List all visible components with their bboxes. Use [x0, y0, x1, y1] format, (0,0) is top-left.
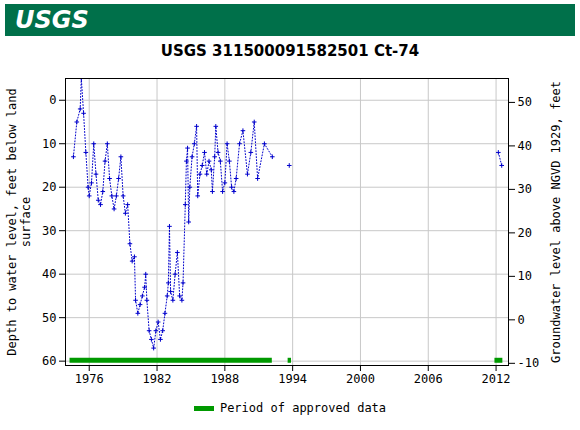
svg-text:50: 50 — [42, 311, 56, 325]
html-text:Groundwater level above NGVD 1: Groundwater level above NGVD 1929, feet — [548, 80, 562, 363]
html-text:Depth to water level, feet bel: Depth to water level, feet below land su… — [4, 87, 32, 356]
svg-text:1988: 1988 — [210, 372, 239, 386]
html-text:USGS 311500091582501 Ct-74: USGS 311500091582501 Ct-74 — [160, 42, 420, 60]
svg-text:-10: -10 — [518, 356, 540, 370]
svg-text:40: 40 — [42, 267, 56, 281]
svg-text:1976: 1976 — [75, 372, 104, 386]
svg-text:0: 0 — [49, 93, 56, 107]
svg-text:60: 60 — [42, 354, 56, 368]
svg-text:20: 20 — [518, 226, 532, 240]
svg-text:40: 40 — [518, 139, 532, 153]
svg-text:2012: 2012 — [482, 372, 511, 386]
svg-text:50: 50 — [518, 95, 532, 109]
svg-text:10: 10 — [518, 269, 532, 283]
svg-text:30: 30 — [42, 224, 56, 238]
html-text:USGS: USGS — [15, 6, 89, 34]
svg-text:10: 10 — [42, 137, 56, 151]
svg-text:30: 30 — [518, 182, 532, 196]
svg-text:1994: 1994 — [278, 372, 307, 386]
svg-text:1982: 1982 — [143, 372, 172, 386]
html-text:Period of approved data: Period of approved data — [219, 401, 387, 415]
svg-text:20: 20 — [42, 180, 56, 194]
svg-text:0: 0 — [518, 313, 525, 327]
svg-text:2006: 2006 — [414, 372, 443, 386]
svg-text:2000: 2000 — [346, 372, 375, 386]
